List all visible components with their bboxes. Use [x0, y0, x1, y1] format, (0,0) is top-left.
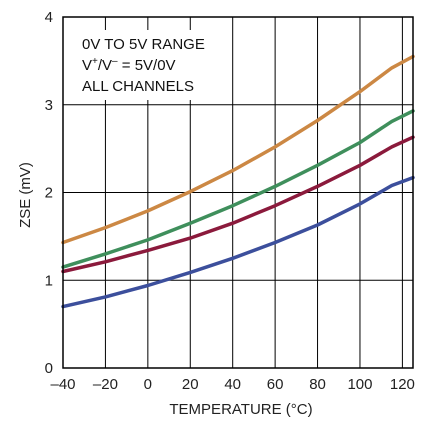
y-tick-label: 0: [45, 360, 53, 377]
series-line: [61, 175, 415, 309]
series-line: [61, 54, 415, 245]
y-tick-label: 3: [45, 97, 53, 114]
annotation-line-2: V+/V– = 5V/0V: [82, 56, 176, 74]
y-tick-label: 1: [45, 272, 53, 289]
x-tick-label: –20: [93, 376, 118, 393]
series-line: [61, 109, 415, 269]
y-tick-labels: 0 1 2 3 4: [45, 9, 53, 377]
annotation-line-3: ALL CHANNELS: [82, 78, 194, 95]
x-tick-label: 80: [309, 376, 326, 393]
y-tick-label: 4: [45, 9, 53, 26]
x-axis-title: TEMPERATURE (°C): [169, 401, 312, 418]
x-tick-label: 60: [267, 376, 284, 393]
y-tick-label: 2: [45, 185, 53, 202]
series-line: [61, 135, 415, 274]
annotation-background: [76, 30, 226, 100]
x-tick-labels: –40 –20 0 20 40 60 80 100 120: [50, 376, 414, 393]
y-axis-title: ZSE (mV): [17, 162, 34, 228]
annotation-line-1: 0V TO 5V RANGE: [82, 36, 205, 53]
x-tick-label: 20: [182, 376, 199, 393]
series-lines: [61, 54, 415, 309]
plot-frame: [62, 16, 414, 369]
x-tick-label: 0: [144, 376, 152, 393]
x-tick-label: 100: [347, 376, 372, 393]
x-tick-label: –40: [50, 376, 75, 393]
x-tick-label: 120: [390, 376, 415, 393]
x-tick-label: 40: [224, 376, 241, 393]
